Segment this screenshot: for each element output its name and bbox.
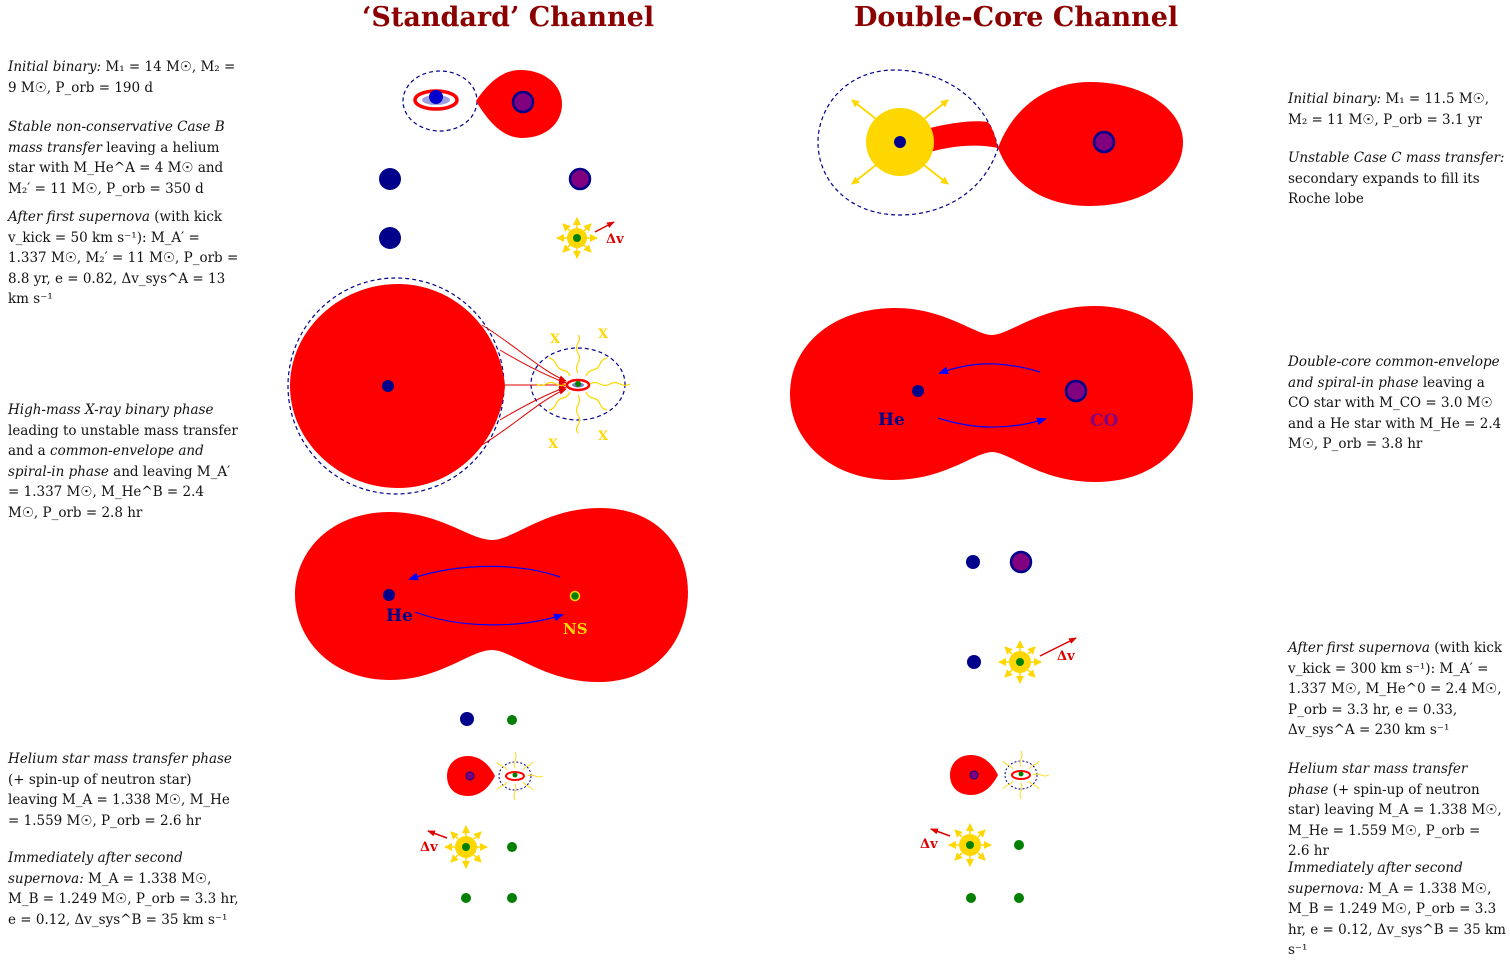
- standard-desc-s5: Helium star mass transfer phase (+ spin-…: [8, 749, 240, 839]
- delta-v-label: Δv: [606, 232, 624, 247]
- kick-arrow: [930, 828, 951, 837]
- desc-italic: Unstable Case C mass transfer:: [1288, 150, 1505, 166]
- desc-italic: common-envelope and spiral-in phase: [8, 443, 204, 480]
- desc-italic: After first supernova: [1288, 640, 1430, 656]
- standard-desc-s6: Immediately after second supernova: M_A …: [8, 848, 240, 938]
- secondary-star-stage3: [379, 227, 401, 249]
- he-label: He: [878, 410, 905, 430]
- standard-desc-s4: High-mass X-ray binary phase leading to …: [8, 400, 238, 531]
- double-core-desc-d6: Immediately after second supernova: M_A …: [1288, 858, 1506, 969]
- desc-text: M₁ = 14 M☉, M₂ = 9 M☉, P_orb = 190 d: [8, 59, 236, 96]
- stage5-common-envelope: He NS: [295, 508, 688, 682]
- x-ray-label: X: [550, 332, 561, 347]
- ns-label: NS: [563, 620, 588, 638]
- delta-v-label: Δv: [1057, 649, 1075, 664]
- desc-italic: Immediately after second supernova:: [1288, 860, 1463, 897]
- standard-desc-s1: Initial binary: M₁ = 14 M☉, M₂ = 9 M☉, P…: [8, 57, 238, 106]
- supernova-icon: [444, 825, 488, 869]
- stage1-double-core: [817, 69, 1183, 216]
- desc-text: and leaving M_A′ = 1.337 M☉, M_He^B = 2.…: [8, 463, 231, 521]
- co-label: CO: [1090, 411, 1119, 431]
- x-ray-label: X: [598, 327, 609, 342]
- double-core-desc-d3: Double-core common-envelope and spiral-i…: [1288, 352, 1506, 463]
- desc-italic: After first supernova: [8, 209, 150, 225]
- desc-italic: High-mass X-ray binary phase: [8, 402, 214, 418]
- desc-italic: Initial binary:: [8, 59, 102, 75]
- kick-arrow: [1039, 637, 1077, 657]
- standard-desc-s3: After first supernova (with kick v_kick …: [8, 207, 240, 318]
- desc-italic: Stable non-conservative Case B mass tran…: [8, 119, 225, 156]
- desc-italic: Helium star mass transfer phase: [1288, 761, 1468, 798]
- delta-v-label: Δv: [420, 840, 438, 855]
- stage3-double-core-envelope: He CO: [790, 306, 1193, 482]
- supernova-icon: [998, 640, 1042, 684]
- kick-arrow: [594, 221, 615, 233]
- neutron-star: [966, 893, 976, 903]
- desc-text: (with kick v_kick = 50 km s⁻¹): M_A′ = 1…: [8, 209, 239, 307]
- neutron-star: [507, 893, 517, 903]
- desc-text: leaving a helium star with M_He^A = 4 M☉…: [8, 139, 224, 197]
- standard-desc-s2: Stable non-conservative Case B mass tran…: [8, 117, 240, 207]
- he-label: He: [386, 606, 413, 626]
- stage1-standard-binary: [402, 70, 562, 138]
- neutron-star: [1014, 840, 1024, 850]
- he-star-a: [379, 168, 401, 190]
- desc-italic: Initial binary:: [1288, 91, 1382, 107]
- double-core-desc-d2: Unstable Case C mass transfer: secondary…: [1288, 148, 1506, 218]
- neutron-star: [461, 893, 471, 903]
- desc-text: M_A = 1.338 M☉, M_B = 1.249 M☉, P_orb = …: [8, 870, 239, 928]
- title-double-core-channel: Double-Core Channel: [854, 2, 1179, 33]
- he-star: [966, 555, 980, 569]
- desc-italic: Immediately after second supernova:: [8, 850, 183, 887]
- double-core-desc-d4: After first supernova (with kick v_kick …: [1288, 638, 1506, 749]
- neutron-star: [1014, 893, 1024, 903]
- desc-text: M_A = 1.338 M☉, M_B = 1.249 M☉, P_orb = …: [1288, 880, 1506, 959]
- desc-text: secondary expands to fill its Roche lobe: [1288, 170, 1480, 208]
- supernova-icon: [948, 823, 992, 867]
- x-ray-label: X: [598, 429, 609, 444]
- double-core-desc-d1: Initial binary: M₁ = 11.5 M☉, M₂ = 11 M☉…: [1288, 89, 1506, 138]
- desc-text: M₁ = 11.5 M☉, M₂ = 11 M☉, P_orb = 3.1 yr: [1288, 91, 1490, 128]
- stage7-he-mass-transfer: [447, 751, 544, 801]
- supernova-icon: [556, 217, 598, 259]
- neutron-star: [507, 842, 517, 852]
- desc-italic: Helium star mass transfer phase: [8, 751, 232, 767]
- stage5-double-core-he-mass-transfer: [950, 750, 1050, 800]
- desc-text: (+ spin-up of neutron star) leaving M_A …: [8, 771, 230, 829]
- evolution-diagram: Δv X X X X: [287, 69, 1193, 903]
- secondary-star: [568, 167, 592, 191]
- desc-text: (+ spin-up of neutron star) leaving M_A …: [1288, 781, 1502, 860]
- title-standard-channel: ‘Standard’ Channel: [362, 2, 655, 33]
- desc-text: (with kick v_kick = 300 km s⁻¹): M_A′ = …: [1288, 640, 1503, 738]
- he-star: [460, 712, 474, 726]
- double-core-desc-d5: Helium star mass transfer phase (+ spin-…: [1288, 759, 1506, 870]
- x-ray-label: X: [548, 437, 559, 452]
- desc-text: leaving a CO star with M_CO = 3.0 M☉ and…: [1288, 374, 1502, 453]
- he-star: [967, 655, 981, 669]
- delta-v-label: Δv: [920, 837, 938, 852]
- neutron-star: [507, 715, 517, 725]
- stage4-hmxb: X X X X: [287, 277, 631, 495]
- co-star: [1009, 550, 1033, 574]
- desc-italic: Double-core common-envelope and spiral-i…: [1288, 354, 1500, 391]
- desc-text: leading to unstable mass transfer and a: [8, 422, 238, 460]
- kick-arrow: [427, 830, 448, 839]
